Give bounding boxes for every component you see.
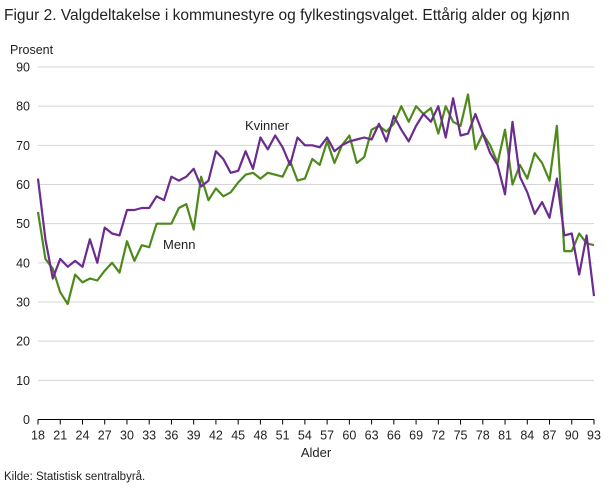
x-tick-label: 81 xyxy=(498,429,512,443)
x-tick-label: 54 xyxy=(298,429,312,443)
series-line-menn xyxy=(36,93,595,306)
y-axis-label: Prosent xyxy=(10,43,54,57)
x-tick-label: 87 xyxy=(543,429,557,443)
x-tick-label: 57 xyxy=(320,429,334,443)
x-tick-label: 78 xyxy=(476,429,490,443)
y-tick-label: 50 xyxy=(16,217,30,231)
x-tick-label: 72 xyxy=(431,429,445,443)
series-lines xyxy=(36,93,596,306)
x-axis-ticks: 18 21 24 27 30 33 36 39 42 45 48 51 54 57 60 63 66 69 72 75… xyxy=(31,419,601,443)
x-tick-label: 27 xyxy=(98,429,112,443)
y-tick-label: 10 xyxy=(16,374,30,388)
x-tick-label: 24 xyxy=(76,429,90,443)
x-tick-label: 30 xyxy=(120,429,134,443)
y-tick-label: 80 xyxy=(16,100,30,114)
y-axis-ticks: 0 10 20 30 40 50 60 70 80 90 xyxy=(16,61,30,428)
x-tick-label: 84 xyxy=(520,429,534,443)
source-note: Kilde: Statistisk sentralbyrå. xyxy=(4,471,146,483)
x-tick-label: 18 xyxy=(31,429,45,443)
y-tick-label: 90 xyxy=(16,61,30,75)
y-tick-label: 0 xyxy=(23,413,30,427)
x-tick-label: 51 xyxy=(276,429,290,443)
x-tick-label: 69 xyxy=(409,429,423,443)
y-tick-label: 40 xyxy=(16,256,30,270)
y-tick-label: 20 xyxy=(16,335,30,349)
chart-title: Figur 2. Valgdeltakelse i kommunestyre o… xyxy=(4,7,570,24)
gridlines xyxy=(38,66,594,381)
y-tick-label: 70 xyxy=(16,139,30,153)
x-tick-label: 45 xyxy=(231,429,245,443)
x-tick-label: 60 xyxy=(342,429,356,443)
x-tick-label: 21 xyxy=(53,429,67,443)
x-tick-label: 75 xyxy=(454,429,468,443)
line-chart: 0 10 20 30 40 50 60 70 80 90 18 21 24 27 30 33 36 39 42 45… xyxy=(16,61,601,461)
y-tick-label: 60 xyxy=(16,178,30,192)
x-axis-label: Alder xyxy=(301,445,332,460)
series-label-menn: Menn xyxy=(163,237,196,252)
x-tick-label: 33 xyxy=(142,429,156,443)
x-tick-label: 42 xyxy=(209,429,223,443)
x-tick-label: 39 xyxy=(187,429,201,443)
series-line-kvinner xyxy=(36,97,596,297)
x-tick-label: 90 xyxy=(565,429,579,443)
x-tick-label: 48 xyxy=(253,429,267,443)
y-tick-label: 30 xyxy=(16,296,30,310)
x-tick-label: 63 xyxy=(365,429,379,443)
x-tick-label: 93 xyxy=(587,429,601,443)
x-tick-label: 66 xyxy=(387,429,401,443)
series-label-kvinner: Kvinner xyxy=(245,118,290,133)
x-tick-label: 36 xyxy=(164,429,178,443)
